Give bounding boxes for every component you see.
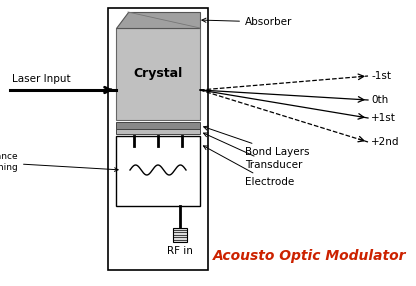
Text: Acousto Optic Modulator: Acousto Optic Modulator (213, 249, 407, 263)
Text: Crystal: Crystal (134, 67, 183, 80)
Text: Bond Layers: Bond Layers (204, 126, 310, 157)
Text: RF Impedance
Matching: RF Impedance Matching (0, 152, 118, 172)
Text: RF in: RF in (167, 246, 193, 256)
Text: -1st: -1st (371, 71, 391, 81)
Text: +2nd: +2nd (371, 137, 399, 147)
Bar (116, 129, 200, 134)
Text: Transducer: Transducer (203, 133, 302, 170)
Text: 0th: 0th (371, 95, 388, 105)
Bar (108, 8, 208, 270)
Bar (116, 136, 200, 206)
Text: Absorber: Absorber (202, 17, 292, 27)
Polygon shape (116, 12, 200, 28)
Bar (116, 122, 200, 129)
Text: Electrode: Electrode (203, 146, 294, 187)
Text: Laser Input: Laser Input (12, 74, 71, 84)
Bar (116, 28, 200, 120)
Bar (173, 228, 187, 242)
Text: +1st: +1st (371, 113, 396, 123)
